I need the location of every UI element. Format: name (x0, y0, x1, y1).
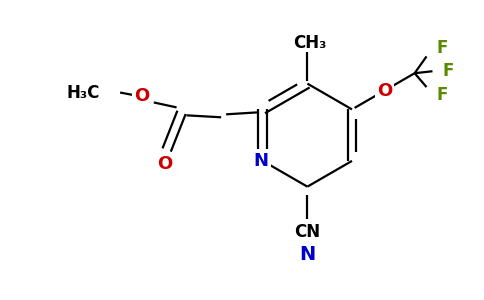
Text: N: N (253, 152, 268, 170)
Text: H₃C: H₃C (67, 83, 100, 101)
Text: CN: CN (294, 223, 320, 241)
Text: O: O (377, 82, 392, 100)
Text: O: O (134, 86, 150, 104)
Text: O: O (157, 155, 172, 173)
Text: F: F (437, 39, 448, 57)
Text: CH₃: CH₃ (293, 34, 326, 52)
Text: F: F (437, 86, 448, 104)
Text: F: F (442, 62, 454, 80)
Text: N: N (299, 244, 316, 263)
